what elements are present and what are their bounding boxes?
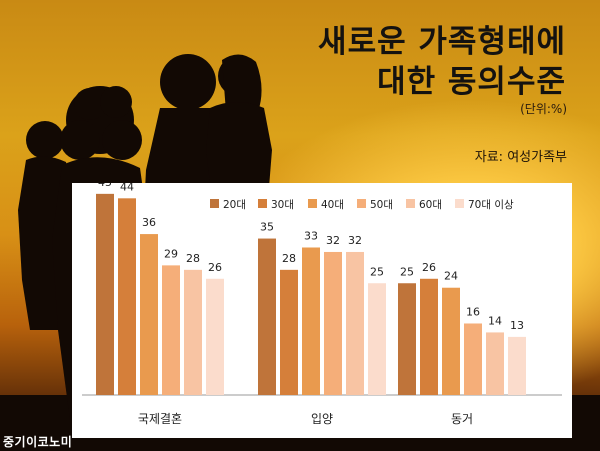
legend-swatch bbox=[357, 199, 366, 208]
data-label: 36 bbox=[142, 216, 156, 229]
bar bbox=[162, 265, 180, 395]
legend-label: 70대 이상 bbox=[468, 199, 514, 211]
bar bbox=[118, 198, 136, 395]
bar bbox=[346, 251, 364, 395]
unit-label: (단위:%) bbox=[520, 102, 567, 116]
legend-swatch bbox=[455, 199, 464, 208]
source-label: 자료: 여성가족부 bbox=[474, 150, 567, 165]
publisher-watermark: 중기이코노미 bbox=[3, 435, 73, 449]
page-title-line-1: 새로운 가족형태에 bbox=[318, 24, 566, 60]
bar bbox=[508, 336, 526, 395]
bar bbox=[302, 247, 320, 395]
legend-swatch bbox=[258, 199, 267, 208]
category-label: 입양 bbox=[311, 412, 333, 426]
bar bbox=[368, 283, 386, 395]
data-label: 33 bbox=[304, 229, 318, 242]
legend-swatch bbox=[210, 199, 219, 208]
bar bbox=[442, 287, 460, 395]
data-label: 26 bbox=[422, 261, 436, 274]
category-label: 동거 bbox=[451, 412, 473, 426]
data-label: 35 bbox=[260, 221, 274, 234]
data-label: 28 bbox=[282, 252, 296, 265]
legend-label: 60대 bbox=[419, 199, 442, 211]
data-label: 45 bbox=[98, 183, 112, 189]
legend-label: 50대 bbox=[370, 199, 393, 211]
chart-panel: 20대 30대 40대 50대 60대 70대 이상 45 44 36 29 28 26 국제결혼 35 2… bbox=[72, 183, 572, 438]
page-title-line-2: 대한 동의수준 bbox=[377, 64, 566, 100]
bar bbox=[420, 278, 438, 395]
legend-label: 30대 bbox=[271, 199, 294, 211]
data-label: 44 bbox=[120, 183, 134, 193]
bar bbox=[280, 269, 298, 395]
data-label: 25 bbox=[400, 265, 414, 278]
legend-swatch bbox=[308, 199, 317, 208]
bar bbox=[398, 283, 416, 395]
bar bbox=[464, 323, 482, 395]
bar bbox=[206, 278, 224, 395]
bar bbox=[258, 238, 276, 395]
bar bbox=[486, 332, 504, 395]
legend-label: 20대 bbox=[223, 199, 246, 211]
data-label: 13 bbox=[510, 319, 524, 332]
data-label: 32 bbox=[348, 234, 362, 247]
bar bbox=[96, 193, 114, 395]
bar bbox=[140, 234, 158, 395]
bar-chart: 20대 30대 40대 50대 60대 70대 이상 45 44 36 29 28 26 국제결혼 35 2… bbox=[82, 183, 562, 426]
data-label: 26 bbox=[208, 261, 222, 274]
bar bbox=[324, 251, 342, 395]
data-label: 16 bbox=[466, 305, 480, 318]
bar bbox=[184, 269, 202, 395]
data-label: 25 bbox=[370, 265, 384, 278]
data-label: 29 bbox=[164, 247, 178, 260]
legend-label: 40대 bbox=[321, 199, 344, 211]
category-label: 국제결혼 bbox=[138, 412, 182, 426]
data-label: 24 bbox=[444, 270, 458, 283]
data-label: 28 bbox=[186, 252, 200, 265]
legend-swatch bbox=[406, 199, 415, 208]
data-label: 14 bbox=[488, 314, 502, 327]
data-label: 32 bbox=[326, 234, 340, 247]
